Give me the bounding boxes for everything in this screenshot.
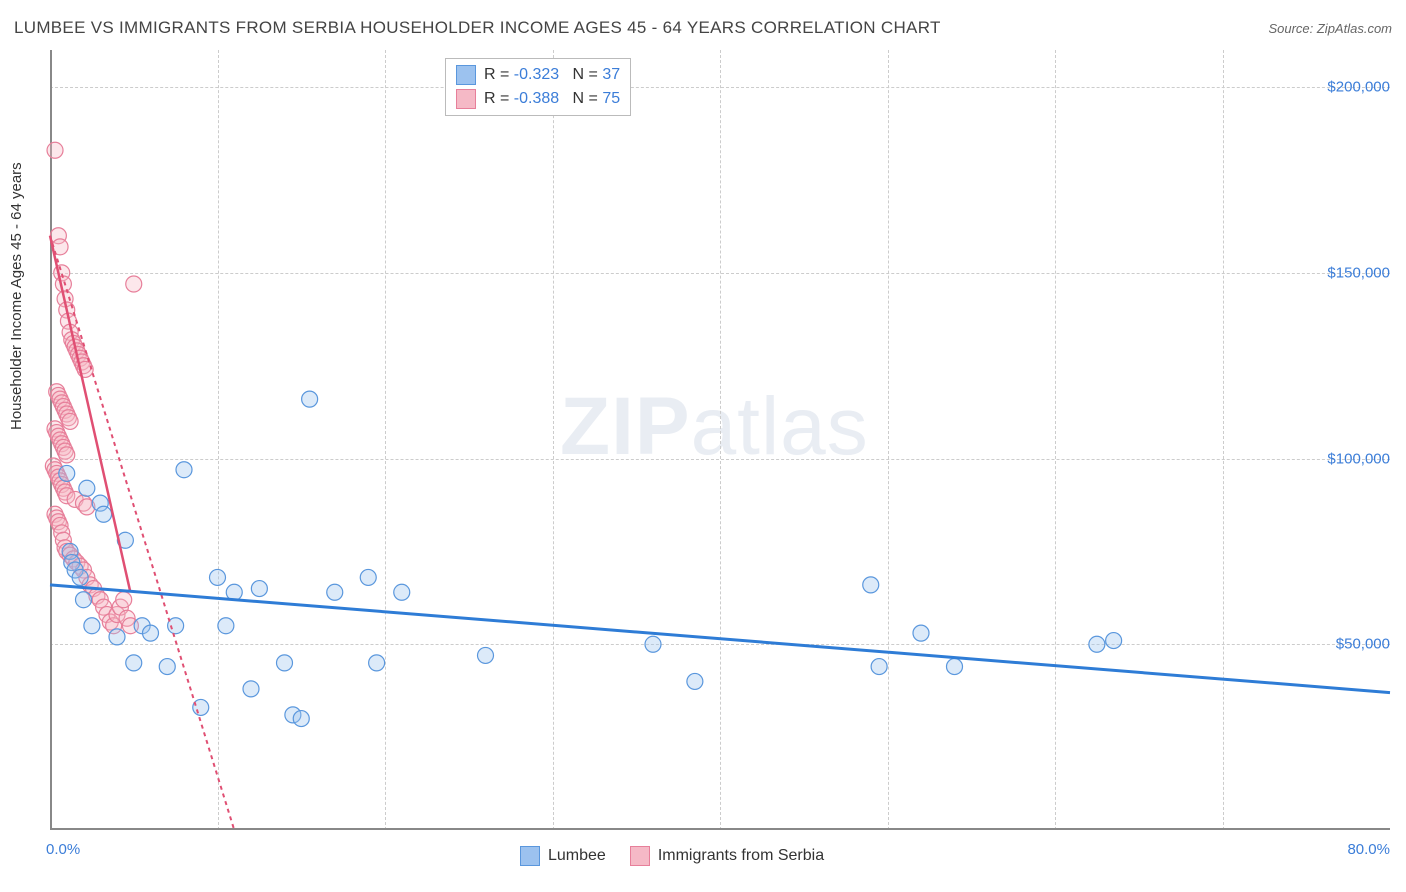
y-tick-label: $100,000 — [1327, 450, 1390, 467]
swatch-icon — [456, 65, 476, 85]
data-point — [72, 569, 88, 585]
legend-label: Immigrants from Serbia — [658, 847, 824, 865]
data-point — [478, 647, 494, 663]
title-bar: LUMBEE VS IMMIGRANTS FROM SERBIA HOUSEHO… — [14, 18, 1392, 38]
data-point — [218, 618, 234, 634]
legend-item: Immigrants from Serbia — [630, 846, 824, 866]
data-point — [687, 673, 703, 689]
data-point — [159, 659, 175, 675]
data-point — [947, 659, 963, 675]
data-point — [62, 413, 78, 429]
source-label: Source: ZipAtlas.com — [1268, 21, 1392, 36]
legend-label: Lumbee — [548, 847, 606, 865]
data-point — [79, 480, 95, 496]
data-point — [277, 655, 293, 671]
data-point — [59, 447, 75, 463]
data-point — [143, 625, 159, 641]
data-point — [176, 462, 192, 478]
chart-title: LUMBEE VS IMMIGRANTS FROM SERBIA HOUSEHO… — [14, 18, 941, 38]
data-point — [871, 659, 887, 675]
data-point — [243, 681, 259, 697]
legend-item: Lumbee — [520, 846, 606, 866]
data-point — [1106, 633, 1122, 649]
y-tick-label: $50,000 — [1336, 636, 1390, 653]
data-point — [863, 577, 879, 593]
x-tick-label: 80.0% — [1347, 841, 1390, 858]
swatch-icon — [520, 846, 540, 866]
data-point — [913, 625, 929, 641]
data-point — [126, 655, 142, 671]
data-point — [84, 618, 100, 634]
data-point — [302, 391, 318, 407]
legend-series: Lumbee Immigrants from Serbia — [520, 846, 824, 866]
data-point — [369, 655, 385, 671]
trend-line — [50, 585, 1390, 693]
data-point — [1089, 636, 1105, 652]
data-point — [59, 465, 75, 481]
y-tick-label: $200,000 — [1327, 79, 1390, 96]
data-point — [394, 584, 410, 600]
legend-row: R = -0.323 N = 37 — [456, 63, 620, 87]
data-point — [327, 584, 343, 600]
data-point — [360, 569, 376, 585]
data-point — [645, 636, 661, 652]
data-point — [210, 569, 226, 585]
r-label: R = -0.388 N = 75 — [484, 90, 620, 108]
data-point — [76, 592, 92, 608]
y-tick-label: $150,000 — [1327, 264, 1390, 281]
data-point — [109, 629, 125, 645]
y-axis-label: Householder Income Ages 45 - 64 years — [8, 162, 25, 430]
x-tick-label: 0.0% — [46, 841, 80, 858]
data-point — [47, 142, 63, 158]
swatch-icon — [456, 89, 476, 109]
data-point — [251, 581, 267, 597]
legend-correlation: R = -0.323 N = 37 R = -0.388 N = 75 — [445, 58, 631, 116]
data-point — [126, 276, 142, 292]
swatch-icon — [630, 846, 650, 866]
scatter-plot — [50, 50, 1390, 830]
data-point — [96, 506, 112, 522]
r-label: R = -0.323 N = 37 — [484, 66, 620, 84]
data-point — [116, 592, 132, 608]
legend-row: R = -0.388 N = 75 — [456, 87, 620, 111]
data-point — [293, 711, 309, 727]
trend-line — [50, 236, 234, 830]
